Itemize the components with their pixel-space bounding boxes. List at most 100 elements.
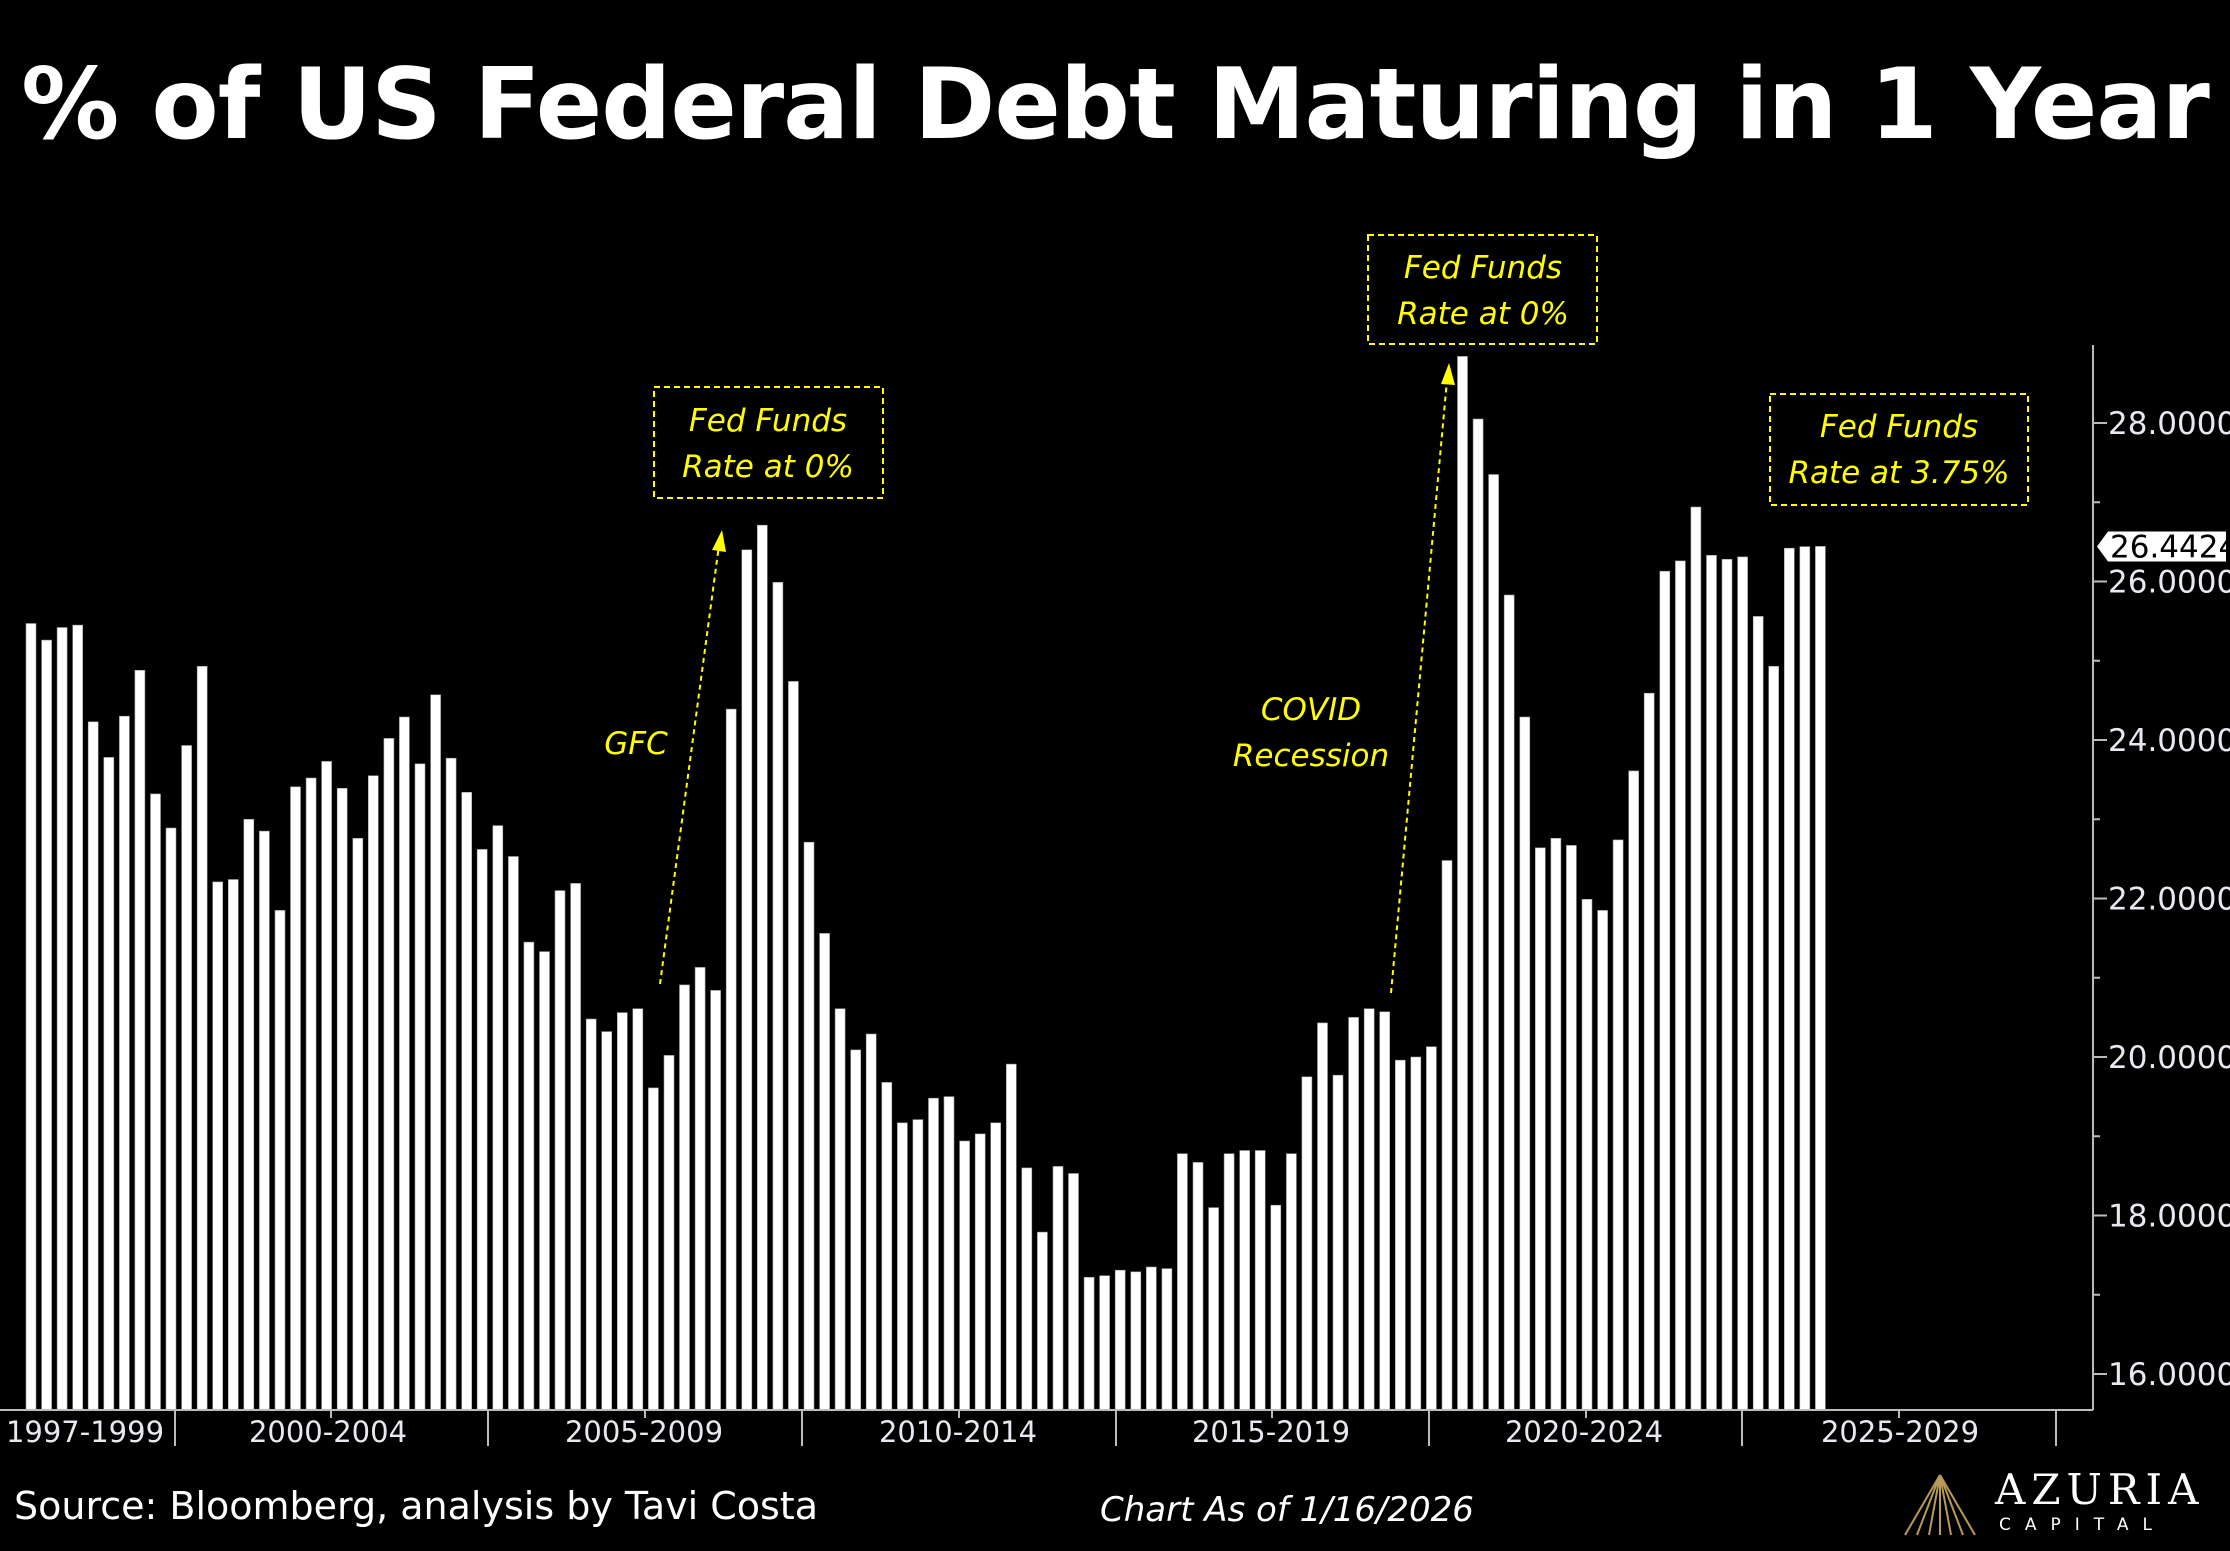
bar <box>212 881 223 1411</box>
bar <box>336 787 348 1411</box>
annotation-covid-label: COVID <box>1261 692 1361 728</box>
bar <box>274 910 286 1411</box>
x-tick-label: 2010-2014 <box>879 1415 1037 1449</box>
bar <box>1488 474 1499 1411</box>
bar <box>585 1018 597 1411</box>
bar <box>165 827 177 1411</box>
bar <box>1146 1266 1157 1411</box>
bar <box>850 1049 862 1411</box>
bar <box>1317 1022 1328 1411</box>
bar <box>461 791 473 1411</box>
bar <box>1254 1150 1266 1411</box>
bar <box>601 1031 613 1411</box>
bar <box>632 1008 644 1411</box>
bar <box>1223 1153 1235 1411</box>
bar <box>1363 1008 1375 1411</box>
bar <box>119 715 130 1411</box>
bar <box>1737 556 1748 1411</box>
azuria-logo: AZURIA CAPITAL <box>1895 1465 2225 1545</box>
x-axis: 1997-1999 2000-2004 2005-2009 2010-2014 2015… <box>0 1409 2093 1449</box>
bar <box>710 990 721 1411</box>
bar <box>1550 837 1562 1411</box>
bar <box>928 1097 939 1411</box>
bar <box>1457 356 1468 1411</box>
bar <box>399 716 410 1411</box>
bar <box>134 669 146 1411</box>
bar <box>570 883 581 1411</box>
y-tick-label: 22.0000 <box>2108 882 2230 918</box>
bar <box>959 1140 970 1411</box>
bar <box>1597 910 1608 1411</box>
bar <box>305 777 317 1411</box>
bar <box>367 775 379 1411</box>
bar <box>897 1122 908 1411</box>
bar <box>1208 1207 1219 1411</box>
bar <box>414 763 426 1411</box>
x-tick-label: 2025-2029 <box>1821 1415 1979 1449</box>
bar <box>1410 1056 1422 1411</box>
y-axis: 16.0000 18.0000 20.0000 22.0000 24.0000 26.00… <box>2092 345 2230 1410</box>
annotation-gfc-label: GFC <box>604 726 668 762</box>
bar <box>1643 692 1655 1411</box>
bar <box>523 941 535 1411</box>
bar <box>445 757 457 1411</box>
bar <box>554 890 566 1411</box>
bar <box>1472 418 1484 1411</box>
x-tick-label: 2020-2024 <box>1505 1415 1663 1449</box>
bar <box>41 639 52 1411</box>
y-tick-label: 24.0000 <box>2108 723 2230 759</box>
bar <box>1799 546 1811 1411</box>
bar <box>1535 847 1546 1411</box>
annotation-gfc-box: Fed Funds Rate at 0% <box>653 386 884 499</box>
bar <box>290 786 301 1411</box>
bar <box>1021 1167 1033 1411</box>
bar <box>1177 1153 1188 1411</box>
bar <box>1301 1076 1313 1411</box>
bar <box>150 793 161 1411</box>
bar <box>943 1096 955 1411</box>
bar <box>1721 558 1733 1411</box>
bar <box>1675 560 1686 1411</box>
arrow-head-icon <box>712 530 726 552</box>
bar <box>383 738 395 1411</box>
annotation-text: Rate at 0% <box>682 449 854 485</box>
annotation-text: Fed Funds <box>1404 250 1562 286</box>
bar <box>1286 1153 1297 1411</box>
bar <box>1690 506 1702 1411</box>
bar <box>1752 616 1764 1411</box>
bar <box>1441 860 1453 1411</box>
bar <box>1192 1162 1204 1411</box>
last-value-label: 26.4424 <box>2110 529 2230 565</box>
logo-mark-icon <box>1904 1474 1976 1536</box>
bar <box>1005 1063 1017 1411</box>
bar <box>1348 1017 1359 1411</box>
arrow-head-icon <box>1441 363 1455 385</box>
chart-date-note: Chart As of 1/16/2026 <box>1100 1490 1474 1530</box>
bar <box>1566 845 1577 1411</box>
bar <box>1130 1271 1142 1411</box>
y-tick-label: 18.0000 <box>2108 1199 2230 1235</box>
bar <box>1395 1059 1406 1411</box>
x-tick-label: 1997-1999 <box>6 1415 164 1449</box>
annotation-text: Fed Funds <box>1820 409 1978 445</box>
bar <box>1519 716 1531 1411</box>
bar <box>1114 1269 1126 1411</box>
bar <box>508 856 519 1411</box>
bar <box>1426 1046 1437 1411</box>
y-tick-label: 16.0000 <box>2108 1357 2230 1393</box>
bar <box>72 624 83 1411</box>
bar <box>1332 1074 1344 1411</box>
bar <box>694 967 706 1411</box>
x-tick-label: 2000-2004 <box>249 1415 407 1449</box>
bar <box>1037 1231 1048 1411</box>
bar <box>1784 547 1795 1411</box>
source-note: Source: Bloomberg, analysis by Tavi Cost… <box>14 1484 818 1528</box>
bar <box>1068 1173 1079 1411</box>
bar <box>834 1008 846 1411</box>
bar <box>25 623 37 1411</box>
bar <box>321 761 332 1411</box>
bar <box>990 1122 1002 1411</box>
annotation-arrow-gfc <box>659 544 720 985</box>
bar <box>616 1012 628 1411</box>
annotation-current-box: Fed Funds Rate at 3.75% <box>1769 393 2029 506</box>
